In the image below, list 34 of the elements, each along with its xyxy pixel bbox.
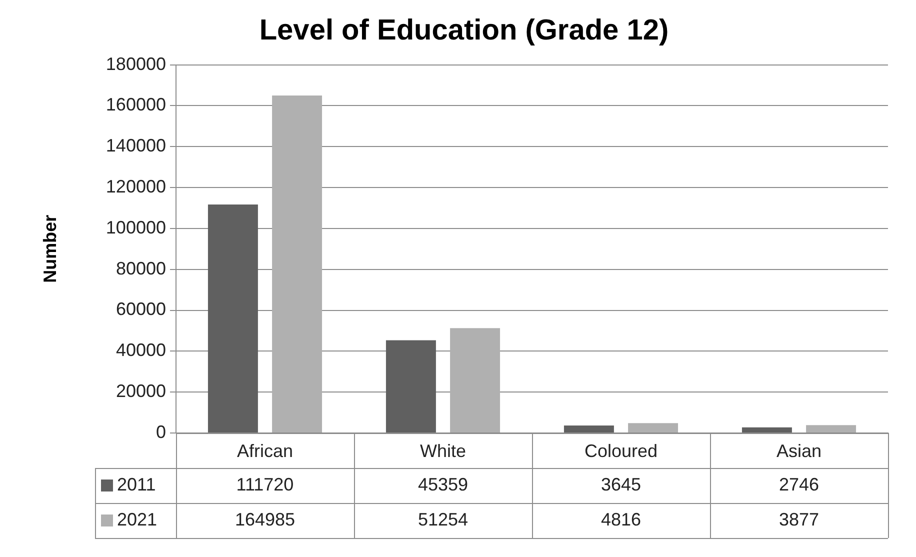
data-label: 2746 — [778, 474, 820, 494]
x-tick-label: African — [236, 440, 294, 461]
bar — [450, 328, 500, 432]
data-label: 3877 — [778, 509, 820, 530]
legend-label: 2021 — [117, 509, 158, 530]
bar — [806, 425, 856, 432]
y-tick-label: 60000 — [116, 299, 166, 320]
x-tick-label: Asian — [776, 440, 822, 461]
y-axis-title: Number — [40, 214, 60, 283]
y-tick-label: 0 — [156, 422, 166, 442]
data-label: 111720 — [236, 474, 294, 494]
data-label: 164985 — [234, 509, 296, 530]
y-tick-label: 20000 — [116, 381, 166, 402]
y-tick-label: 160000 — [106, 94, 166, 115]
bar — [386, 340, 436, 432]
y-tick-label: 40000 — [116, 340, 166, 360]
y-tick-label: 120000 — [106, 176, 166, 196]
x-tick-label: White — [420, 440, 466, 461]
y-tick-label: 100000 — [106, 217, 166, 238]
bar — [628, 423, 678, 432]
y-tick-label: 180000 — [106, 54, 166, 74]
data-label: 51254 — [418, 509, 468, 530]
legend-label: 2011 — [117, 474, 156, 494]
y-tick-label: 140000 — [106, 136, 166, 156]
data-label: 3645 — [600, 474, 642, 494]
bar — [208, 204, 258, 432]
bar — [564, 426, 614, 432]
x-tick-label: Coloured — [584, 440, 658, 461]
bar — [272, 96, 322, 432]
bar — [742, 427, 792, 432]
y-tick-label: 80000 — [116, 258, 166, 278]
data-label: 45359 — [418, 474, 468, 494]
chart-title: Level of Education (Grade 12) — [259, 14, 669, 46]
data-label: 4816 — [600, 509, 642, 530]
